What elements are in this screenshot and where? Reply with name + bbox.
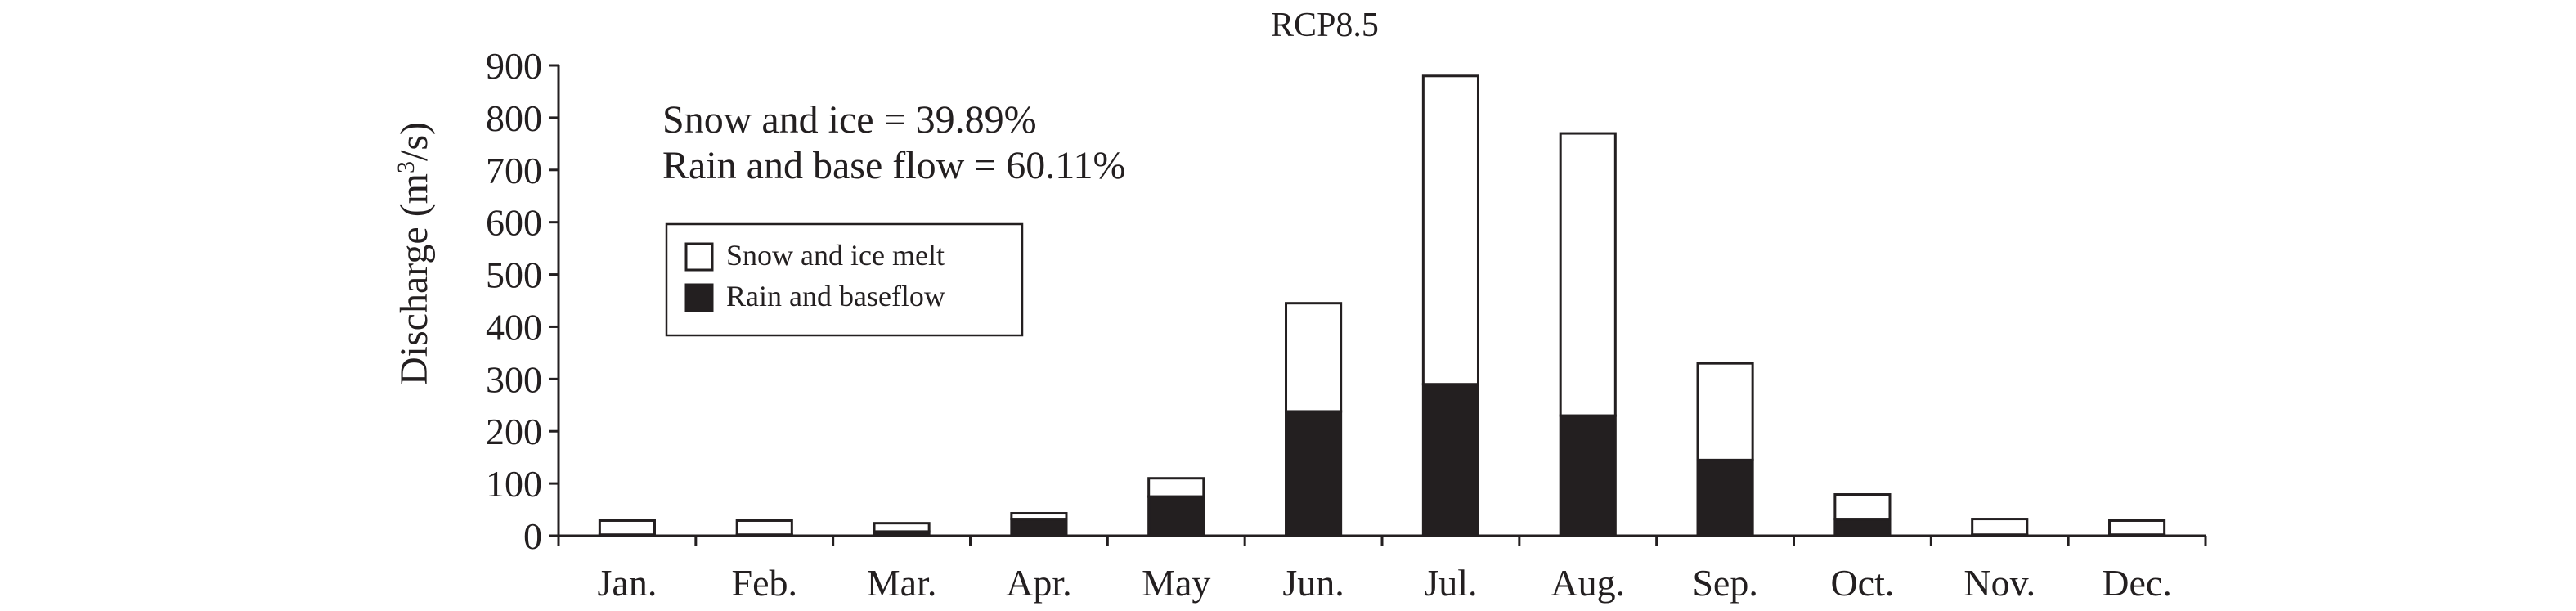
- bar-segment-snow-and-ice-melt: [735, 519, 793, 537]
- y-tick-label: 400: [486, 306, 542, 348]
- x-tick-label: Jun.: [1282, 562, 1344, 604]
- y-tick-label: 0: [523, 515, 542, 557]
- y-tick-label: 100: [486, 463, 542, 505]
- y-tick-label: 200: [486, 411, 542, 452]
- x-tick-label: Oct.: [1830, 562, 1894, 604]
- bar-segment-rain-and-baseflow: [1010, 518, 1068, 537]
- legend-box: [665, 222, 1024, 337]
- axes: 0 100 200 300 400 500 600 700 800 900 Jan. Feb. Mar.…: [486, 45, 2207, 604]
- annotation-snow-ice: Snow and ice = 39.89%: [662, 98, 1037, 142]
- chart-title: RCP8.5: [1271, 7, 1379, 44]
- y-tick-label: 600: [486, 202, 542, 244]
- y-tick-label: 500: [486, 254, 542, 296]
- x-tick-label: Dec.: [2102, 562, 2172, 604]
- bar-segment-snow-and-ice-melt: [1285, 302, 1343, 413]
- annotation-rain-baseflow: Rain and base flow = 60.11%: [662, 144, 1126, 187]
- x-tick-label: Mar.: [867, 562, 937, 604]
- legend-swatch-snow: [684, 242, 714, 272]
- y-tick-label: 300: [486, 358, 542, 400]
- x-tick-label: Apr.: [1006, 562, 1072, 604]
- bar-segment-snow-and-ice-melt: [1971, 518, 2029, 537]
- bar-segment-snow-and-ice-melt: [2108, 519, 2166, 537]
- bar-segment-rain-and-baseflow: [1285, 410, 1343, 537]
- bar-segment-rain-and-baseflow: [1147, 495, 1205, 537]
- x-tick-label: Sep.: [1692, 562, 1758, 604]
- x-tick-label: Jan.: [598, 562, 657, 604]
- bar-segment-snow-and-ice-melt: [1421, 74, 1479, 386]
- x-tick-label: Feb.: [732, 562, 798, 604]
- legend-label-snow: Snow and ice melt: [726, 239, 945, 272]
- bar-segment-snow-and-ice-melt: [1833, 493, 1892, 521]
- y-tick-label: 700: [486, 150, 542, 191]
- y-axis-label: Discharge (m3/s): [393, 122, 436, 385]
- bar-segment-snow-and-ice-melt: [873, 522, 931, 533]
- legend-label-rain: Rain and baseflow: [726, 280, 945, 312]
- bar-segment-snow-and-ice-melt: [1559, 132, 1617, 417]
- bar-segment-snow-and-ice-melt: [1696, 362, 1754, 461]
- bar-segment-rain-and-baseflow: [1421, 383, 1479, 537]
- y-tick-label: 800: [486, 97, 542, 139]
- bar-segment-rain-and-baseflow: [1833, 518, 1892, 537]
- x-tick-label: May: [1142, 562, 1210, 604]
- bars: [598, 74, 2166, 537]
- bar-segment-rain-and-baseflow: [1696, 458, 1754, 537]
- legend: Snow and ice melt Rain and baseflow: [665, 222, 1024, 337]
- legend-swatch-rain: [684, 283, 714, 312]
- bar-segment-snow-and-ice-melt: [1147, 477, 1205, 498]
- y-tick-label: 900: [486, 45, 542, 87]
- x-tick-label: Aug.: [1551, 562, 1625, 604]
- x-tick-label: Jul.: [1424, 562, 1477, 604]
- x-tick-label: Nov.: [1963, 562, 2035, 604]
- bar-segment-snow-and-ice-melt: [598, 519, 656, 537]
- bar-segment-snow-and-ice-melt: [1010, 512, 1068, 521]
- bar-segment-rain-and-baseflow: [1559, 414, 1617, 537]
